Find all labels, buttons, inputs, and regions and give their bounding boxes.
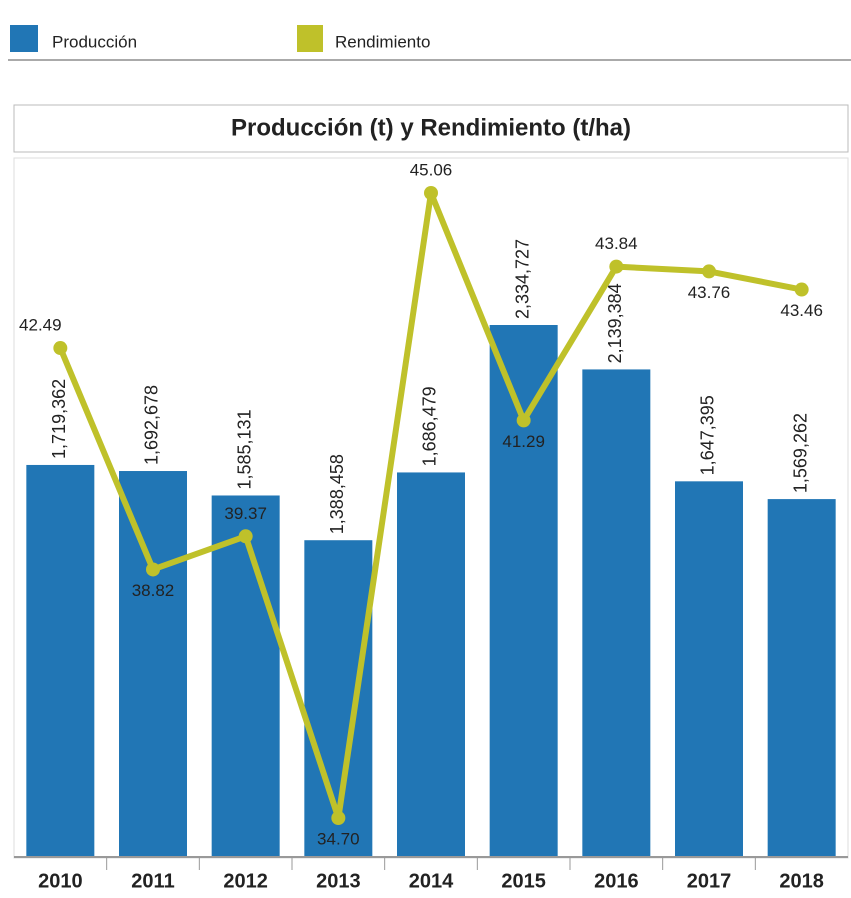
bar-value-label: 1,585,131: [234, 409, 254, 489]
bar: [119, 471, 187, 856]
bar: [26, 464, 95, 856]
line-point: [794, 282, 809, 297]
x-tick-label: 2016: [594, 870, 639, 892]
line-value-label: 38.82: [132, 581, 175, 600]
legend-label: Producción: [52, 32, 137, 51]
x-tick-label: 2012: [223, 870, 268, 892]
legend-swatch: [297, 25, 323, 52]
bar: [675, 481, 743, 856]
bar: [489, 325, 558, 856]
line-point: [146, 562, 160, 577]
x-tick-label: 2015: [501, 870, 546, 892]
bar: [767, 499, 836, 856]
x-tick-label: 2010: [38, 870, 83, 892]
line-point: [331, 811, 346, 825]
legend-swatch: [10, 25, 38, 52]
bar-value-label: 1,647,395: [698, 395, 718, 475]
line-value-label: 43.84: [595, 234, 638, 253]
bar-value-label: 1,569,262: [790, 413, 810, 493]
line-point: [516, 413, 531, 428]
bar-value-label: 1,692,678: [142, 385, 162, 465]
x-tick-label: 2018: [779, 870, 824, 892]
line-value-label: 43.76: [688, 283, 731, 302]
line-value-label: 45.06: [410, 160, 453, 179]
line-point: [702, 264, 716, 279]
line-value-label: 43.46: [780, 301, 823, 320]
line-value-label: 42.49: [19, 316, 62, 335]
x-tick-label: 2011: [131, 870, 174, 892]
bar-value-label: 2,139,384: [605, 283, 625, 363]
title-box: [13, 104, 849, 153]
bar-value-label: 1,388,458: [327, 454, 347, 534]
line-point: [238, 529, 253, 544]
line-point: [609, 259, 624, 274]
bar-value-label: 2,334,727: [512, 239, 532, 319]
chart-title: Producción (t) y Rendimiento (t/ha): [231, 114, 631, 141]
line-point: [424, 186, 438, 200]
bar-value-label: 1,686,479: [420, 386, 440, 466]
legend-label: Rendimiento: [335, 32, 430, 51]
x-tick-label: 2014: [409, 870, 454, 892]
bar-value-label: 1,719,362: [49, 379, 69, 459]
bar: [397, 472, 465, 856]
x-tick-label: 2017: [687, 870, 732, 892]
line-point: [53, 341, 68, 356]
bar: [582, 369, 651, 856]
x-tick-label: 2013: [316, 870, 361, 892]
line-value-label: 39.37: [224, 504, 267, 523]
line-value-label: 34.70: [317, 829, 360, 848]
bar: [211, 495, 280, 856]
line-value-label: 41.29: [502, 432, 545, 451]
